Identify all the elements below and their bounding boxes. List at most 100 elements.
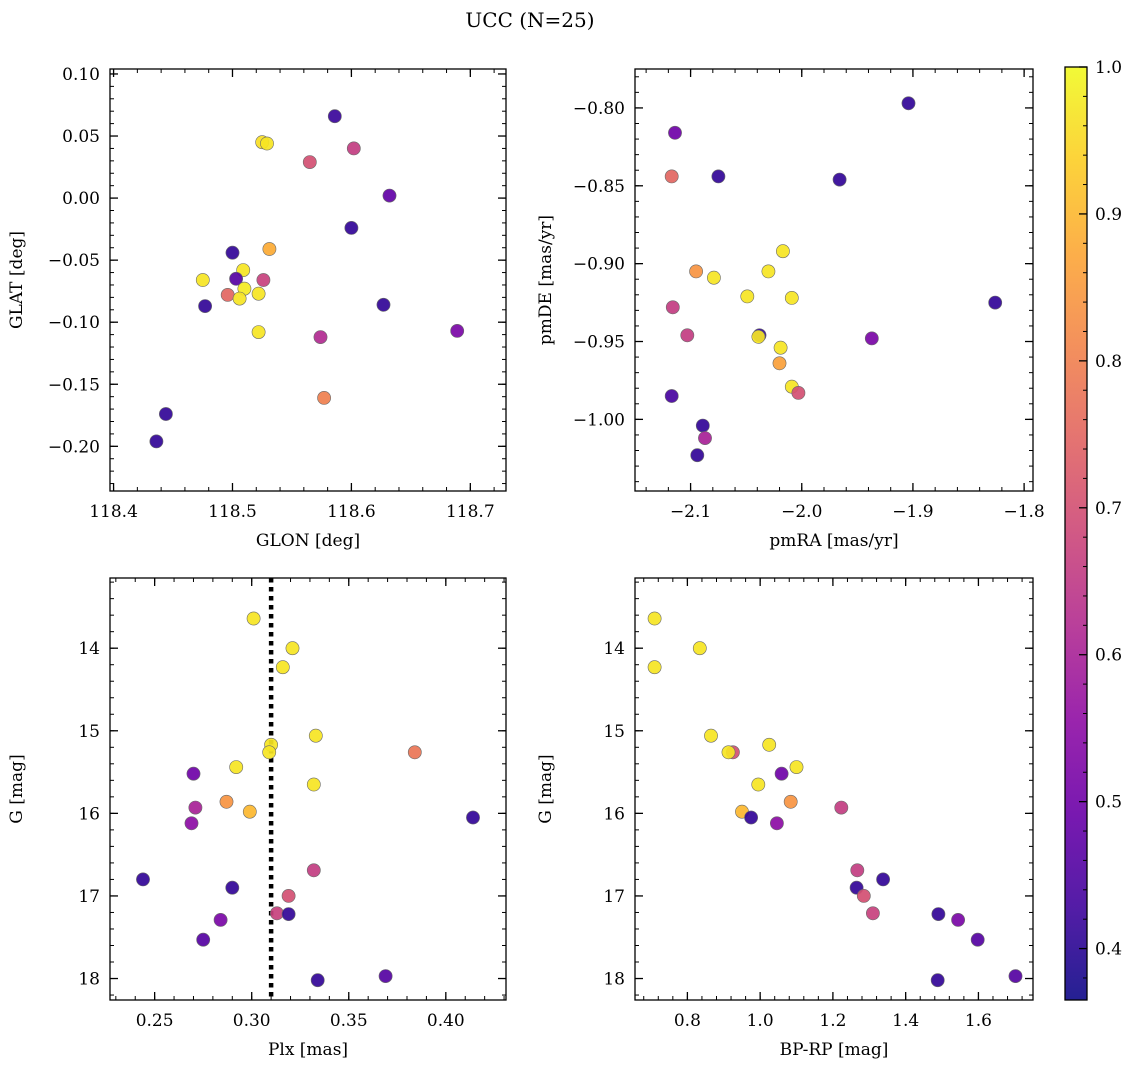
y-tick-label: 15 bbox=[78, 722, 100, 742]
data-point bbox=[269, 906, 284, 921]
data-point bbox=[773, 340, 788, 355]
axes-frame bbox=[109, 577, 507, 1001]
axes-frame bbox=[634, 577, 1034, 1001]
plx-axis-label: Plx [mas] bbox=[268, 1040, 348, 1060]
data-point bbox=[698, 431, 712, 445]
data-point bbox=[665, 300, 680, 315]
y-tick-label: 14 bbox=[603, 639, 625, 659]
colorbar-tick-label: 1.0 bbox=[1095, 58, 1122, 78]
data-point bbox=[850, 863, 865, 878]
panel-pmra-pmde: −2.1 −2.0 −1.9 −1.8 −0.80 −0.85 −0.90 −0.95 −1.0… bbox=[536, 68, 1045, 551]
y-tick-label: 16 bbox=[603, 804, 625, 824]
data-point bbox=[376, 297, 391, 312]
colorbar-tick-label: 0.4 bbox=[1095, 940, 1122, 960]
x-tick-label: 1.4 bbox=[892, 1011, 919, 1031]
data-point bbox=[931, 907, 946, 921]
data-point bbox=[317, 390, 331, 405]
data-point bbox=[327, 109, 342, 124]
data-point bbox=[184, 816, 199, 831]
colorbar-gradient bbox=[1065, 67, 1087, 1000]
data-point bbox=[664, 389, 679, 403]
data-point bbox=[188, 800, 203, 815]
g-axis-label: G [mag] bbox=[7, 754, 27, 823]
x-tick-label: 118.4 bbox=[89, 502, 138, 522]
data-point bbox=[260, 136, 274, 151]
data-point bbox=[707, 270, 721, 285]
bprp-axis-label: BP-RP [mag] bbox=[780, 1040, 889, 1060]
x-tick-label: 0.40 bbox=[427, 1011, 465, 1031]
data-point bbox=[229, 271, 243, 286]
figure-title: UCC (N=25) bbox=[465, 8, 594, 32]
data-point bbox=[751, 777, 766, 792]
y-tick-label: −0.20 bbox=[48, 437, 100, 457]
data-point bbox=[711, 169, 726, 184]
x-tick-label: 118.6 bbox=[327, 502, 376, 522]
data-point bbox=[308, 728, 323, 743]
data-point bbox=[762, 737, 777, 752]
data-point bbox=[450, 323, 465, 338]
data-point bbox=[219, 794, 234, 809]
y-tick-label: −0.05 bbox=[48, 251, 100, 271]
data-point bbox=[220, 287, 235, 302]
data-point bbox=[876, 872, 890, 887]
data-point bbox=[930, 973, 945, 988]
glat-axis-label: GLAT [deg] bbox=[7, 231, 27, 329]
data-point bbox=[690, 448, 705, 463]
y-tick-label: 18 bbox=[603, 970, 625, 990]
data-point bbox=[149, 434, 164, 449]
axes-frame bbox=[109, 68, 507, 492]
data-point bbox=[668, 125, 682, 140]
data-point bbox=[832, 172, 847, 187]
data-point bbox=[213, 913, 228, 927]
data-point bbox=[951, 913, 965, 927]
data-point bbox=[275, 660, 290, 675]
y-tick-label: 18 bbox=[78, 970, 100, 990]
data-point bbox=[647, 611, 662, 626]
data-point bbox=[751, 329, 766, 344]
data-point bbox=[864, 331, 879, 346]
data-point bbox=[313, 330, 328, 344]
y-tick-label: 14 bbox=[78, 639, 100, 659]
data-point bbox=[346, 141, 361, 156]
data-point bbox=[466, 810, 480, 825]
data-point bbox=[761, 264, 776, 279]
colorbar: 0.4 0.5 0.6 0.7 0.8 0.9 1.0 bbox=[1064, 58, 1122, 1001]
data-point bbox=[407, 745, 422, 760]
panel-glon-glat: 118.4 118.5 118.6 118.7 0.10 0.05 0.00 −0.05 −0.… bbox=[7, 65, 507, 551]
data-point bbox=[866, 906, 880, 921]
x-tick-label: 0.8 bbox=[674, 1011, 701, 1031]
data-point bbox=[310, 973, 325, 988]
data-point bbox=[281, 907, 296, 921]
x-tick-label: 0.25 bbox=[136, 1011, 174, 1031]
data-point bbox=[680, 328, 695, 343]
data-point bbox=[834, 800, 849, 815]
data-point bbox=[695, 418, 710, 433]
data-point bbox=[382, 188, 397, 203]
y-tick-label: −0.10 bbox=[48, 313, 100, 333]
data-point bbox=[232, 291, 247, 306]
data-point bbox=[196, 932, 211, 947]
y-tick-label: −0.15 bbox=[48, 375, 100, 395]
data-point bbox=[901, 96, 916, 111]
data-point bbox=[378, 969, 393, 983]
data-point bbox=[689, 264, 703, 279]
panel-plx-g: 0.25 0.30 0.35 0.40 14 15 16 17 18 Plx [mas] G [ma… bbox=[7, 577, 507, 1060]
data-point bbox=[242, 804, 257, 819]
data-point bbox=[225, 245, 240, 260]
data-point bbox=[791, 385, 806, 400]
x-tick-label: −1.9 bbox=[892, 502, 933, 522]
x-tick-label: 118.7 bbox=[446, 502, 495, 522]
data-point bbox=[970, 932, 985, 947]
data-point bbox=[306, 863, 321, 878]
y-tick-label: −1.00 bbox=[573, 410, 625, 430]
data-point bbox=[285, 641, 300, 656]
x-tick-label: 0.30 bbox=[233, 1011, 271, 1031]
x-tick-label: −2.0 bbox=[781, 502, 822, 522]
x-tick-label: 1.0 bbox=[747, 1011, 774, 1031]
colorbar-tick-label: 0.7 bbox=[1095, 499, 1122, 519]
colorbar-tick-label: 0.5 bbox=[1095, 793, 1122, 813]
data-point bbox=[776, 244, 790, 259]
glon-axis-label: GLON [deg] bbox=[256, 531, 360, 551]
data-point bbox=[789, 760, 804, 774]
data-point bbox=[262, 745, 277, 760]
